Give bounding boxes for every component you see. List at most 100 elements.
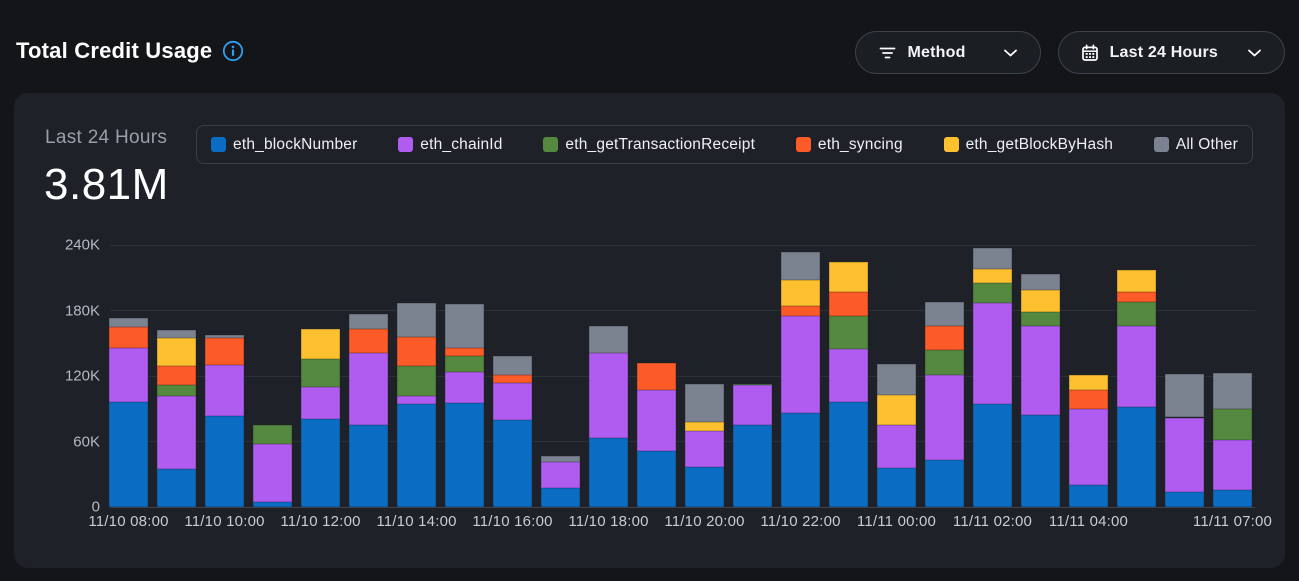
bar-segment (157, 384, 196, 396)
bar-segment (781, 315, 820, 414)
bar-segment (109, 347, 148, 403)
method-filter-button[interactable]: Method (854, 31, 1041, 74)
bar-segment (877, 394, 916, 426)
bar-segment (541, 462, 580, 489)
bar-segment (1213, 440, 1252, 490)
y-tick-label: 0 (91, 498, 100, 516)
stacked-bar[interactable] (397, 302, 436, 507)
bar-segment (253, 443, 292, 502)
legend-item[interactable]: eth_syncing (795, 135, 903, 154)
stacked-bar[interactable] (925, 301, 964, 507)
bar-segment (781, 251, 820, 280)
stacked-bar[interactable] (733, 383, 772, 507)
bar-segment (1117, 301, 1156, 326)
method-filter-label: Method (907, 43, 966, 61)
gridline (110, 506, 1255, 508)
bar-segment (1165, 491, 1204, 507)
bar-segment (925, 325, 964, 350)
stacked-bar[interactable] (1213, 372, 1252, 507)
page-header: Total Credit Usage Method (0, 0, 1299, 93)
chevron-down-icon (1003, 48, 1018, 58)
stacked-bar[interactable] (445, 303, 484, 507)
stacked-bar[interactable] (1021, 274, 1060, 507)
time-range-button[interactable]: Last 24 Hours (1057, 31, 1285, 74)
bar-segment (685, 383, 724, 422)
bar-segment (301, 386, 340, 419)
bar-segment (301, 418, 340, 507)
legend-label: All Other (1175, 135, 1238, 153)
stacked-bar[interactable] (877, 364, 916, 507)
bar-segment (829, 402, 868, 507)
stacked-bar[interactable] (637, 362, 676, 507)
info-icon[interactable] (222, 40, 244, 62)
bar-segment (1069, 390, 1108, 409)
title-wrap: Total Credit Usage (16, 38, 244, 64)
x-tick-label: 11/10 14:00 (376, 513, 457, 530)
bar-segment (973, 248, 1012, 270)
bar-segment (925, 374, 964, 461)
bar-segment (493, 419, 532, 507)
bar-segment (157, 366, 196, 385)
bar-segment (349, 313, 388, 330)
legend-label: eth_syncing (817, 135, 903, 153)
x-tick-label: 11/10 20:00 (664, 513, 745, 530)
bar-segment (1021, 311, 1060, 326)
x-tick-label: 11/10 12:00 (280, 513, 361, 530)
stacked-bar[interactable] (301, 329, 340, 507)
bar-segment (349, 353, 388, 426)
summary-period-label: Last 24 Hours (45, 127, 168, 148)
legend-label: eth_getBlockByHash (965, 135, 1114, 153)
bar-segment (445, 371, 484, 404)
bar-segment (829, 291, 868, 316)
gridline (110, 375, 1255, 377)
stacked-bar[interactable] (589, 325, 628, 507)
bar-segment (253, 501, 292, 507)
x-tick-label: 11/10 18:00 (568, 513, 649, 530)
bar-segment (877, 364, 916, 395)
legend-item[interactable]: eth_getTransactionReceipt (543, 136, 755, 154)
bar-segment (445, 347, 484, 357)
legend-item[interactable]: eth_chainId (398, 136, 502, 154)
bar-segment (205, 365, 244, 417)
bar-segment (685, 421, 724, 431)
bar-segment (445, 356, 484, 372)
stacked-bar[interactable] (541, 455, 580, 507)
stacked-bar[interactable] (109, 318, 148, 507)
bar-segment (1021, 274, 1060, 290)
stacked-bar[interactable] (1165, 373, 1204, 507)
bar-segment (1021, 325, 1060, 416)
stacked-bar[interactable] (1117, 270, 1156, 507)
stacked-bar[interactable] (685, 383, 724, 507)
bar-segment (397, 404, 436, 507)
bar-segment (1165, 373, 1204, 418)
stacked-bar[interactable] (493, 356, 532, 507)
bar-segment (589, 353, 628, 439)
chevron-down-icon (1247, 48, 1262, 58)
stacked-bar[interactable] (253, 425, 292, 507)
time-range-label: Last 24 Hours (1109, 43, 1218, 61)
y-tick-label: 240K (64, 236, 100, 254)
gridline (110, 244, 1255, 246)
filter-icon (878, 45, 897, 61)
bar-segment (1117, 291, 1156, 302)
bar-segment (973, 269, 1012, 284)
stacked-bar[interactable] (205, 334, 244, 507)
bar-segment (493, 356, 532, 375)
bar-segment (781, 413, 820, 507)
legend-item[interactable]: eth_getBlockByHash (943, 135, 1114, 154)
legend-item[interactable]: eth_blockNumber (211, 136, 357, 154)
stacked-bar[interactable] (349, 313, 388, 507)
stacked-bar[interactable] (973, 248, 1012, 507)
x-tick-label: 11/11 00:00 (856, 513, 937, 530)
legend-item[interactable]: All Other (1153, 135, 1238, 154)
stacked-bar[interactable] (1069, 374, 1108, 507)
legend-swatch (543, 137, 559, 152)
stacked-bar[interactable] (157, 330, 196, 507)
bar-segment (397, 366, 436, 396)
bar-segment (301, 358, 340, 387)
x-tick-label: 11/10 16:00 (472, 513, 553, 530)
bar-segment (829, 262, 868, 292)
stacked-bar[interactable] (829, 262, 868, 507)
plot-area (109, 244, 1255, 508)
stacked-bar[interactable] (781, 251, 820, 507)
